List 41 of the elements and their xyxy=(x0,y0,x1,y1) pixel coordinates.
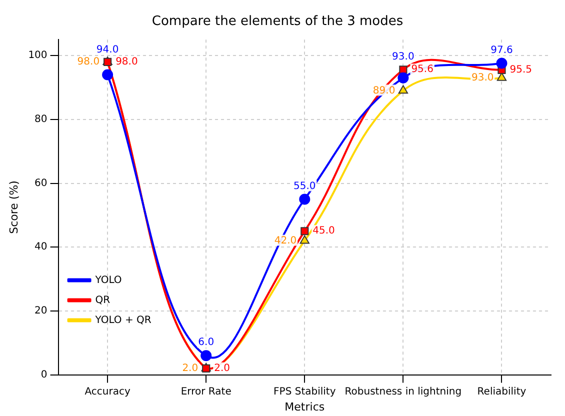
data-label: 98.0 xyxy=(77,56,100,68)
data-label: 93.0 xyxy=(392,52,414,62)
data-label: 2.0 xyxy=(214,363,230,374)
data-label: 45.0 xyxy=(312,226,335,237)
data-label: 94.0 xyxy=(96,44,119,56)
y-tick-label: 100 xyxy=(28,50,48,62)
data-label: 55.0 xyxy=(294,180,316,192)
data-label: 95.6 xyxy=(411,64,434,76)
y-tick-label: 60 xyxy=(34,178,48,189)
data-label: 42.0 xyxy=(274,235,297,246)
point xyxy=(200,350,212,362)
x-tick-label: Robustness in lightning xyxy=(344,386,462,398)
data-label: 97.6 xyxy=(490,44,513,56)
data-label: 98.0 xyxy=(116,56,138,68)
data-label: 93.0 xyxy=(471,72,494,84)
x-tick-label: Accuracy xyxy=(84,386,130,398)
legend-label: YOLO xyxy=(94,274,122,286)
point xyxy=(300,227,309,236)
point xyxy=(399,66,408,74)
point xyxy=(300,235,310,244)
data-label: 89.0 xyxy=(372,85,396,96)
y-tick-label: 80 xyxy=(34,114,48,126)
y-tick-label: 40 xyxy=(34,242,48,253)
data-label: 2.0 xyxy=(182,363,198,374)
y-tick-label: 20 xyxy=(34,306,48,317)
point xyxy=(496,58,508,69)
y-axis-title: Score (%) xyxy=(7,180,20,234)
x-tick-label: FPS Stability xyxy=(274,386,336,398)
data-label: 95.5 xyxy=(510,64,532,76)
point xyxy=(299,194,310,205)
x-axis-title: Metrics xyxy=(284,400,325,414)
legend-label: QR xyxy=(95,294,110,306)
chart-title: Compare the elements of the 3 modes xyxy=(152,14,404,30)
x-tick-label: Reliability xyxy=(477,386,526,398)
x-tick-label: Error Rate xyxy=(180,386,232,398)
point xyxy=(398,85,408,94)
legend-label: YOLO + QR xyxy=(94,314,152,326)
point xyxy=(398,72,409,84)
data-label: 6.0 xyxy=(198,337,214,348)
point xyxy=(102,69,114,80)
y-tick-label: 0 xyxy=(40,369,48,380)
